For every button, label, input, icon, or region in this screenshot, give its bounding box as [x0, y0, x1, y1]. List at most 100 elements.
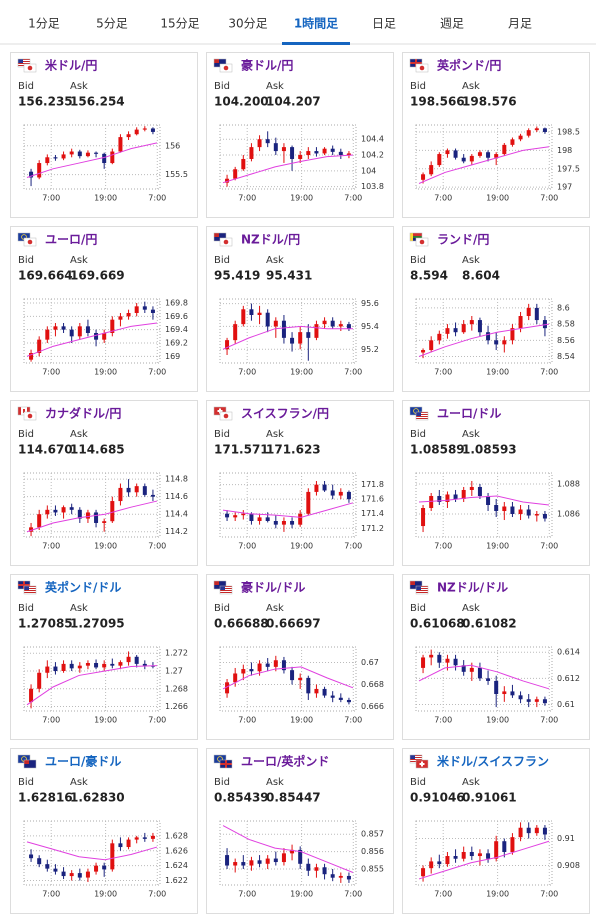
ask-value: 104.207	[266, 95, 321, 109]
flag-jp	[415, 237, 429, 247]
flag-part	[416, 418, 428, 419]
candle-body	[338, 491, 343, 496]
flag-jp	[415, 63, 429, 73]
y-tick-label: 198.5	[557, 127, 580, 136]
candle-body	[453, 658, 458, 666]
ask-label: Ask	[70, 255, 88, 266]
flag-border	[23, 759, 37, 769]
candle-body	[494, 841, 499, 859]
y-tick-label: 0.856	[361, 847, 384, 856]
tab[interactable]: 月足	[508, 17, 532, 31]
tab[interactable]: 週足	[440, 17, 464, 31]
ask-value: 156.254	[70, 95, 125, 109]
card	[206, 400, 394, 566]
candle-body	[322, 320, 327, 325]
candle-body	[322, 688, 327, 696]
tab[interactable]: 15分足	[160, 17, 199, 31]
x-tick-label: 7:00	[42, 194, 60, 203]
card-title[interactable]: 豪ドル/ドル	[241, 580, 305, 595]
x-tick-label: 19:00	[290, 542, 313, 551]
card-title[interactable]: ランド/円	[437, 233, 489, 247]
candle-body	[241, 669, 246, 674]
candle-body	[290, 337, 295, 344]
y-tick-label: 8.54	[557, 352, 575, 361]
tab[interactable]: 1分足	[28, 17, 60, 31]
card-title[interactable]: 英ポンド/ドル	[45, 580, 121, 595]
card-title[interactable]: 豪ドル/円	[241, 58, 293, 73]
tab[interactable]: 5分足	[96, 17, 128, 31]
candle-body	[150, 309, 155, 313]
candle-body	[225, 855, 230, 866]
candle-body	[453, 328, 458, 333]
card-title[interactable]: 英ポンド/円	[437, 58, 501, 73]
candle-body	[265, 517, 270, 521]
candle-body	[421, 508, 426, 527]
x-tick-label: 7:00	[540, 194, 558, 203]
card-title[interactable]: スイスフラン/円	[241, 407, 329, 421]
card-title[interactable]: ユーロ/円	[45, 233, 97, 247]
candle-body	[322, 484, 327, 491]
candle-body	[37, 339, 42, 353]
card-title[interactable]: NZドル/ドル	[437, 581, 508, 595]
candle-body	[494, 154, 499, 158]
flag-gb	[219, 759, 233, 769]
ask-value: 1.62830	[70, 791, 125, 805]
candle-body	[45, 329, 50, 340]
moving-average	[26, 841, 158, 861]
card	[402, 52, 590, 218]
card-title[interactable]: 米ドル/スイスフラン	[437, 754, 549, 769]
flag-au	[23, 759, 37, 769]
flag-jp	[23, 237, 37, 247]
card-title[interactable]: ユーロ/豪ドル	[45, 754, 121, 769]
card-title[interactable]: NZドル/円	[241, 233, 300, 247]
y-tick-label: 169.2	[165, 339, 188, 348]
candle-body	[102, 333, 107, 340]
y-tick-label: 104.4	[361, 135, 384, 144]
bid-value: 95.419	[214, 269, 260, 283]
candle-body	[534, 307, 539, 321]
candle-body	[225, 178, 230, 183]
candle-body	[518, 695, 523, 700]
candle-body	[150, 835, 155, 839]
candle-body	[249, 309, 254, 315]
card-title[interactable]: カナダドル/円	[45, 406, 121, 421]
x-tick-label: 7:00	[148, 542, 166, 551]
x-tick-label: 7:00	[148, 716, 166, 725]
tab[interactable]: 30分足	[228, 17, 267, 31]
candle-body	[445, 856, 450, 865]
tab[interactable]: 日足	[372, 17, 396, 31]
candle-body	[518, 316, 523, 329]
candle-body	[306, 151, 311, 156]
candle-body	[314, 324, 319, 338]
card-title[interactable]: ユーロ/ドル	[437, 407, 501, 421]
y-tick-label: 0.668	[361, 680, 384, 689]
card-title[interactable]: 米ドル/円	[45, 58, 97, 73]
tab[interactable]: 1時間足	[294, 16, 338, 31]
candle-body	[461, 157, 466, 162]
flag-border	[219, 585, 233, 595]
y-tick-label: 1.622	[165, 876, 188, 885]
flag-us	[415, 411, 429, 421]
flag-part	[220, 592, 232, 593]
candle-body	[330, 320, 335, 327]
ask-value: 1.27095	[70, 617, 125, 631]
flag-part	[214, 581, 219, 585]
flag-part	[416, 412, 428, 413]
candle-body	[233, 324, 238, 341]
candle-body	[102, 521, 107, 523]
candle-body	[77, 665, 82, 669]
candle-body	[486, 332, 491, 341]
candle-body	[477, 667, 482, 679]
x-tick-label: 7:00	[148, 194, 166, 203]
flag-border	[415, 63, 429, 73]
candle-body	[77, 873, 82, 878]
candle-body	[306, 491, 311, 514]
bid-value: 0.91046	[410, 791, 465, 805]
x-tick-label: 7:00	[434, 542, 452, 551]
card-title[interactable]: ユーロ/英ポンド	[241, 754, 329, 769]
candle-body	[346, 324, 351, 329]
flag-part	[214, 59, 226, 67]
y-tick-label: 1.626	[165, 846, 188, 855]
card	[206, 226, 394, 392]
